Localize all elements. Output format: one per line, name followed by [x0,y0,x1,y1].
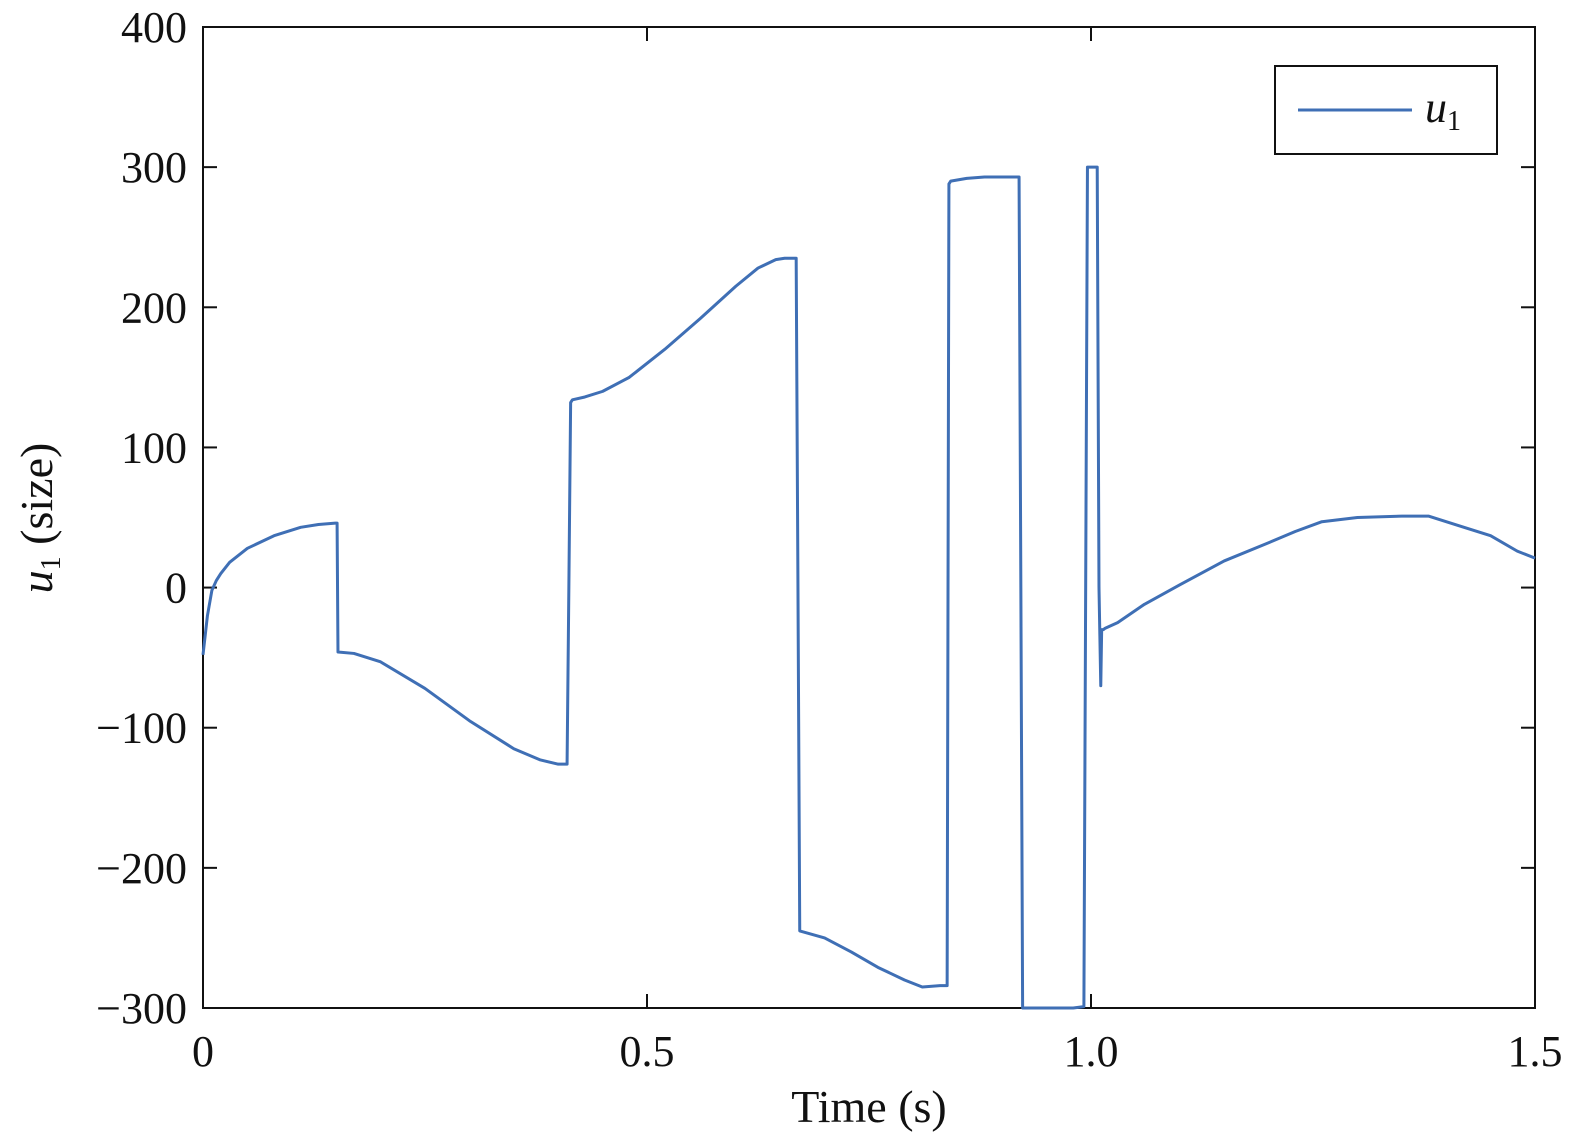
legend-entry-sub: 1 [1447,106,1461,137]
tick-labels: 0 0.5 1.0 1.5 −300 −200 −100 0 100 200 300 400 [96,3,1562,1076]
y-tick-label: 100 [121,423,187,472]
legend-entry-u1: u1 [1425,83,1461,137]
x-tick-label: 1.0 [1064,1027,1119,1076]
y-tick-label: −100 [96,704,187,753]
legend-entry-var: u [1425,83,1447,132]
y-tick-label: 200 [121,283,187,332]
y-tick-label: −200 [96,844,187,893]
plot-frame [202,26,1536,1009]
y-axis-label-sub: 1 [36,556,67,570]
y-tick-label: 300 [121,143,187,192]
x-axis-label: Time (s) [791,1081,947,1132]
x-tick-label: 0 [192,1027,214,1076]
y-tick-label: 400 [121,3,187,52]
y-tick-label: 0 [165,564,187,613]
y-tick-label: −300 [96,984,187,1033]
y-axis-label-rest: (size) [11,443,62,557]
axis-ticks [202,26,1536,1009]
x-tick-label: 1.5 [1508,1027,1563,1076]
y-axis-label: u1 (size) [11,443,67,594]
series-line-u1 [201,165,1536,1010]
x-tick-label: 0.5 [620,1027,675,1076]
y-axis-label-var: u [11,570,62,593]
legend: u1 [1274,65,1498,155]
